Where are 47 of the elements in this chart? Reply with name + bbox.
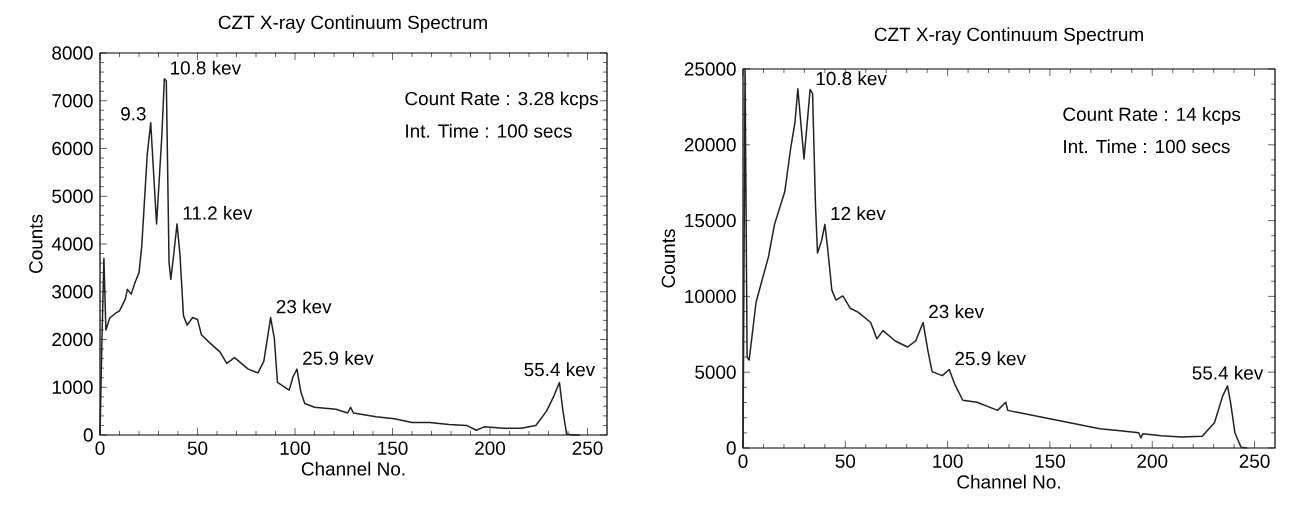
annotation: Int. Time : 100 secs — [1064, 139, 1230, 154]
annotation: 25.9 kev — [955, 351, 1026, 366]
x-tick-label: 100 — [280, 441, 311, 455]
annotation: Count Rate : 3.28 kcps — [405, 91, 598, 110]
y-tick-label: 8000 — [52, 46, 93, 60]
x-tick-label: 250 — [572, 441, 603, 455]
chart-title: CZT X-ray Continuum Spectrum — [218, 15, 487, 33]
y-tick-label: 2000 — [52, 332, 93, 347]
x-tick-label: 0 — [738, 454, 748, 468]
y-axis-title: Counts — [29, 214, 43, 274]
annotation: Count Rate : 14 kcps — [1063, 107, 1241, 125]
annotation: 23 kev — [929, 304, 984, 319]
annotation: 55.4 kev — [1192, 365, 1264, 380]
x-tick-label: 100 — [933, 454, 963, 468]
annotation: 9.3 — [121, 107, 146, 121]
annotation: Int. Time : 100 secs — [406, 123, 572, 138]
y-tick-label: 20000 — [684, 138, 736, 152]
x-tick-label: 0 — [95, 441, 105, 455]
x-tick-label: 200 — [1137, 454, 1168, 468]
y-tick-label: 0 — [83, 428, 93, 442]
y-tick-label: 6000 — [52, 141, 93, 156]
y-tick-label: 1000 — [52, 380, 93, 394]
y-tick-label: 25000 — [684, 62, 736, 76]
chart-title: CZT X-ray Continuum Spectrum — [874, 27, 1143, 45]
x-axis-title: Channel No. — [957, 474, 1060, 489]
annotation: 25.9 kev — [303, 350, 374, 365]
y-tick-label: 10000 — [685, 289, 736, 304]
x-tick-label: 150 — [1035, 454, 1065, 468]
x-tick-label: 200 — [475, 441, 506, 455]
y-tick-label: 15000 — [685, 213, 736, 228]
y-tick-label: 5000 — [695, 365, 736, 379]
x-tick-label: 250 — [1239, 454, 1270, 468]
annotation: 11.2 kev — [183, 205, 253, 220]
y-tick-label: 7000 — [52, 94, 93, 108]
y-tick-label: 5000 — [52, 189, 93, 203]
x-tick-label: 50 — [187, 441, 208, 455]
y-tick-label: 3000 — [52, 285, 93, 299]
annotation: 55.4 kev — [524, 362, 596, 377]
x-tick-label: 50 — [835, 454, 856, 468]
x-tick-label: 150 — [378, 441, 408, 455]
annotation: 10.8 kev — [816, 71, 887, 86]
annotation: 12 kev — [831, 206, 886, 221]
y-tick-label: 4000 — [51, 237, 93, 251]
x-axis-title: Channel No. — [301, 461, 405, 476]
annotation: 23 kev — [276, 299, 332, 314]
annotation: 10.8 kev — [171, 60, 242, 75]
y-axis-title: Counts — [661, 229, 676, 288]
